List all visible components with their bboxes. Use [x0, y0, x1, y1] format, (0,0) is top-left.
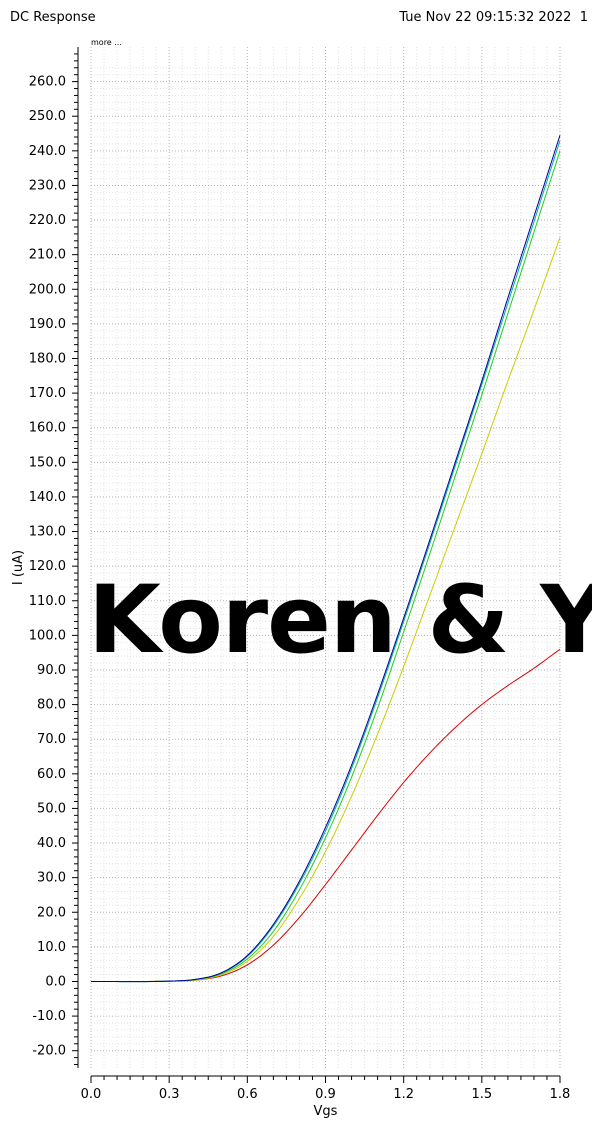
more-link[interactable]: more ... [91, 38, 122, 47]
y-tick-label: 220.0 [29, 213, 66, 228]
y-tick-label: 20.0 [37, 905, 66, 920]
y-tick-label: 120.0 [29, 559, 66, 574]
y-tick-label: 180.0 [29, 351, 66, 366]
y-tick-label: 90.0 [37, 663, 66, 678]
y-tick-label: 140.0 [29, 490, 66, 505]
y-tick-label: 200.0 [29, 282, 66, 297]
y-tick-label: 130.0 [29, 525, 66, 540]
x-tick-label: 1.2 [393, 1087, 414, 1102]
x-tick-label: 0.6 [237, 1087, 258, 1102]
x-axis-label: Vgs [314, 1104, 338, 1119]
y-tick-label: 70.0 [37, 732, 66, 747]
y-axis-label: I (uA) [11, 550, 26, 585]
y-tick-label: 40.0 [37, 836, 66, 851]
y-tick-label: 60.0 [37, 767, 66, 782]
y-tick-label: 240.0 [29, 144, 66, 159]
header-info: Tue Nov 22 09:15:32 2022 1 [399, 10, 588, 25]
page-number: 1 [579, 10, 588, 25]
y-tick-label: 210.0 [29, 248, 66, 263]
y-tick-label: 150.0 [29, 455, 66, 470]
series-line [90, 135, 561, 983]
x-tick-label: 0.3 [159, 1087, 180, 1102]
y-tick-label: 250.0 [29, 109, 66, 124]
y-tick-label: 80.0 [37, 698, 66, 713]
y-tick-label: -10.0 [32, 1009, 66, 1024]
x-tick-label: 1.8 [550, 1087, 571, 1102]
y-tick-label: 260.0 [29, 75, 66, 90]
y-tick-label: 230.0 [29, 178, 66, 193]
series-line [90, 648, 561, 982]
x-tick-label: 0.0 [81, 1087, 102, 1102]
y-tick-label: 30.0 [37, 871, 66, 886]
y-tick-label: 50.0 [37, 801, 66, 816]
y-tick-label: 160.0 [29, 421, 66, 436]
y-tick-label: 110.0 [29, 594, 66, 609]
y-tick-label: -20.0 [32, 1044, 66, 1059]
y-tick-label: 0.0 [45, 974, 66, 989]
y-tick-label: 190.0 [29, 317, 66, 332]
y-tick-label: 100.0 [29, 628, 66, 643]
y-tick-label: 10.0 [37, 940, 66, 955]
series-line [90, 237, 561, 982]
x-tick-label: 1.5 [471, 1087, 492, 1102]
timestamp: Tue Nov 22 09:15:32 2022 [399, 10, 572, 25]
x-tick-label: 0.9 [315, 1087, 336, 1102]
y-tick-label: 170.0 [29, 386, 66, 401]
page-title: DC Response [10, 10, 96, 25]
